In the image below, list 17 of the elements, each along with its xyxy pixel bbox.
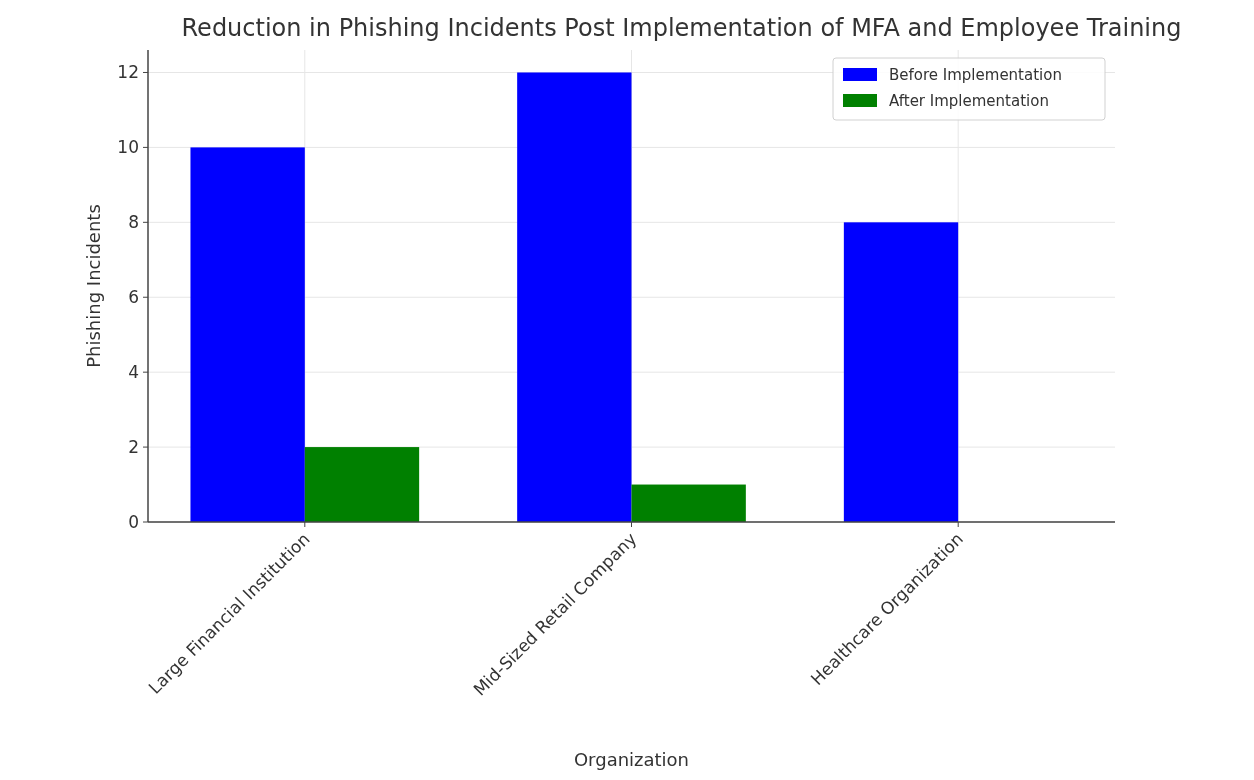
y-tick-label: 4 [128, 362, 139, 383]
y-tick-label: 2 [128, 437, 139, 458]
bar [190, 147, 305, 522]
y-tick-label: 10 [117, 137, 139, 158]
legend-label: Before Implementation [889, 66, 1062, 85]
y-tick-label: 0 [128, 511, 139, 532]
y-tick-label: 8 [128, 212, 139, 233]
bar [304, 447, 420, 522]
x-axis-title: Organization [573, 749, 690, 770]
legend-label: After Implementation [889, 92, 1049, 111]
y-tick-label: 12 [117, 62, 139, 83]
y-tick-label: 6 [128, 287, 139, 308]
bar [631, 484, 746, 522]
bar [843, 222, 959, 522]
chart-title: Reduction in Phishing Incidents Post Implementation of MFA and Employee Training [181, 14, 1182, 42]
bar [517, 72, 632, 522]
y-axis-title: Phishing Incidents [83, 204, 104, 368]
